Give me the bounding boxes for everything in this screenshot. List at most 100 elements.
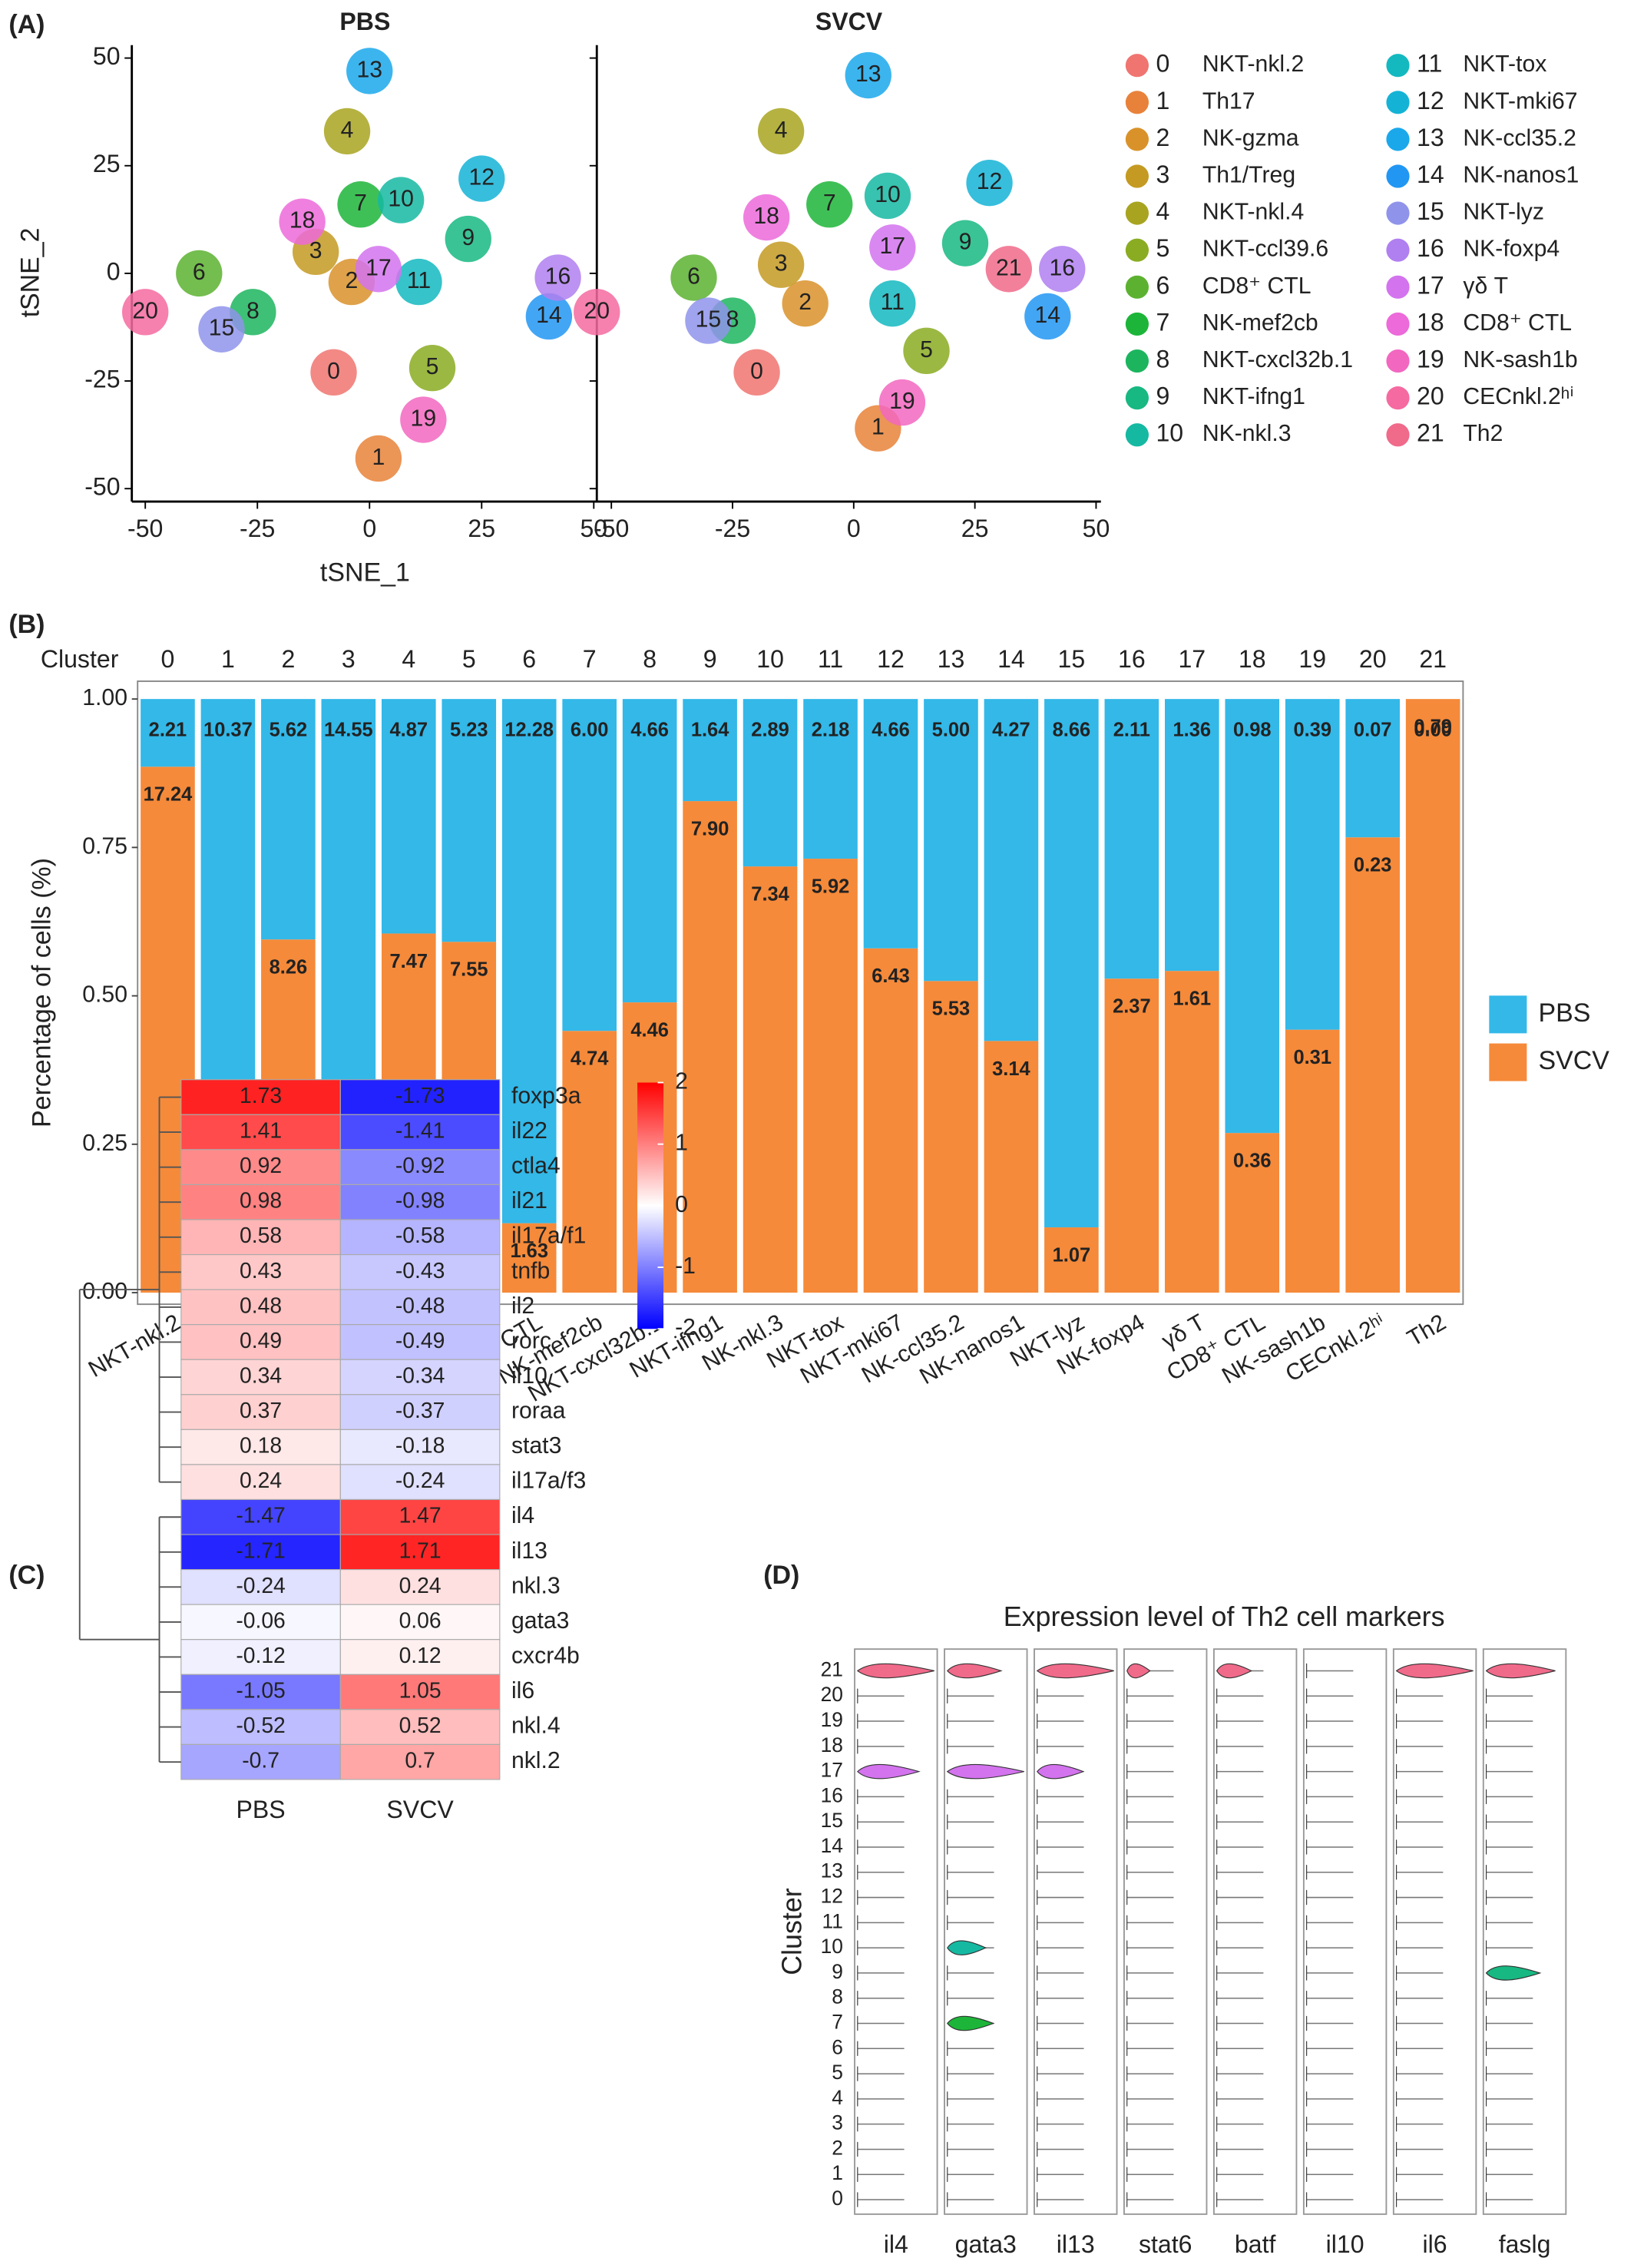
value-label: 0.98: [1233, 719, 1272, 740]
value-label: 7.55: [450, 959, 488, 981]
cell-label: -0.06: [236, 1607, 285, 1632]
value-label: 1.36: [1173, 719, 1212, 740]
legend-label: SVCV: [1538, 1046, 1609, 1075]
cluster-blob: [323, 108, 371, 155]
x-tick-label: 50: [580, 515, 607, 542]
value-label: 1.61: [1173, 988, 1212, 1010]
legend-name: CECnkl.2ʰⁱ: [1463, 384, 1573, 409]
row-label: il21: [511, 1188, 547, 1213]
heatmap-cell: [180, 1743, 341, 1780]
legend-swatch: [1386, 238, 1410, 262]
panel-title: PBS: [339, 8, 390, 35]
cluster-blob: [733, 349, 780, 396]
x-tick-label: gata3: [955, 2230, 1017, 2258]
violin: [947, 2015, 995, 2031]
legend-id: 8: [1156, 346, 1169, 373]
value-label: 10.37: [203, 719, 253, 740]
row-label: il17a/f1: [511, 1223, 586, 1249]
value-label: 8.66: [1053, 719, 1091, 740]
legend-swatch: [1125, 164, 1149, 188]
x-tick-label: Th2: [1403, 1309, 1450, 1352]
cell-label: -1.71: [236, 1538, 285, 1562]
heatmap-cell: [339, 1324, 501, 1360]
panel-label: (D): [763, 1561, 799, 1590]
cell-label: -1.41: [395, 1118, 445, 1143]
legend-id: 3: [1156, 161, 1169, 188]
cluster-label: 11: [407, 268, 431, 293]
legend-id: 17: [1417, 271, 1444, 299]
cluster-label: 4: [775, 118, 788, 143]
legend-swatch: [1125, 386, 1149, 410]
cluster-id: 8: [643, 645, 657, 673]
violin-panel: [1034, 1648, 1118, 2215]
violin: [1216, 1663, 1252, 1679]
row-label: il17a/f3: [511, 1468, 586, 1494]
bar-segment: [200, 699, 256, 1111]
cluster-id: 4: [402, 645, 415, 673]
cluster-label: 14: [536, 303, 562, 328]
bar-segment: [442, 699, 497, 942]
violin: [856, 1763, 921, 1780]
violin-panel: [1302, 1648, 1388, 2215]
cluster-label: 18: [289, 208, 316, 233]
cluster-blob: [845, 51, 891, 99]
cell-label: 0.58: [240, 1223, 282, 1247]
bar-segment: [1044, 1227, 1099, 1293]
row-label: il4: [511, 1503, 534, 1528]
heatmap-cell: [339, 1079, 501, 1115]
cell-label: 0.37: [240, 1398, 282, 1422]
colorbar-label: 2: [675, 1068, 688, 1094]
legend-swatch: [1386, 349, 1410, 373]
value-label: 6.00: [571, 719, 609, 740]
y-tick-label: 1.00: [82, 685, 127, 710]
y-tick-label: 50: [93, 42, 121, 70]
row-label: stat3: [511, 1433, 561, 1458]
row-label: il2: [511, 1293, 534, 1319]
y-tick-label: 0.75: [82, 833, 127, 859]
bar-segment: [1285, 1029, 1340, 1293]
cluster-blob: [355, 246, 402, 293]
legend-name: NK-nkl.3: [1202, 421, 1292, 446]
value-label: 1.64: [691, 719, 729, 740]
cluster-blob: [670, 254, 717, 301]
legend-id: 5: [1156, 234, 1169, 262]
cluster-blob: [985, 246, 1033, 293]
heatmap-cell: [180, 1429, 341, 1465]
bar-segment: [743, 699, 798, 867]
legend-name: Th1/Treg: [1202, 162, 1295, 187]
chart-title: Expression level of Th2 cell markers: [1004, 1601, 1445, 1632]
legend-swatch: [1386, 54, 1410, 78]
cluster-id: 13: [938, 645, 965, 673]
cluster-label: 3: [309, 238, 322, 263]
y-tick-label: 12: [821, 1885, 843, 1908]
cluster-blob: [346, 48, 393, 94]
value-label: 3.14: [992, 1058, 1030, 1080]
violin: [856, 1663, 934, 1679]
bar-segment: [562, 699, 617, 1031]
cluster-label: 2: [345, 268, 358, 293]
cluster-id: 5: [462, 645, 476, 673]
cluster-id: 18: [1239, 645, 1266, 673]
colorbar-label: -1: [675, 1253, 696, 1279]
cluster-label: 13: [855, 61, 882, 87]
legend-label: PBS: [1538, 998, 1590, 1028]
y-tick-label: 5: [832, 2061, 843, 2084]
value-label: 7.34: [751, 884, 789, 906]
cluster-blob: [743, 194, 790, 241]
violin-panel: [1482, 1648, 1567, 2215]
cluster-label: 8: [726, 307, 739, 333]
cell-label: -1.47: [236, 1503, 285, 1528]
cluster-blob: [337, 181, 384, 228]
cluster-label: 8: [246, 298, 260, 323]
y-axis-title: Cluster: [776, 1888, 807, 1975]
value-label: 4.66: [872, 719, 910, 740]
cell-label: 0.92: [240, 1153, 282, 1177]
violin-panel: [854, 1648, 938, 2215]
panel-label: (B): [8, 610, 45, 639]
cell-label: -0.12: [236, 1643, 285, 1667]
cluster-id: 19: [1298, 645, 1326, 673]
cluster-blob: [782, 280, 829, 327]
legend-name: NK-sash1b: [1463, 347, 1577, 372]
cluster-id: 0: [161, 645, 175, 673]
cluster-blob: [310, 349, 357, 396]
